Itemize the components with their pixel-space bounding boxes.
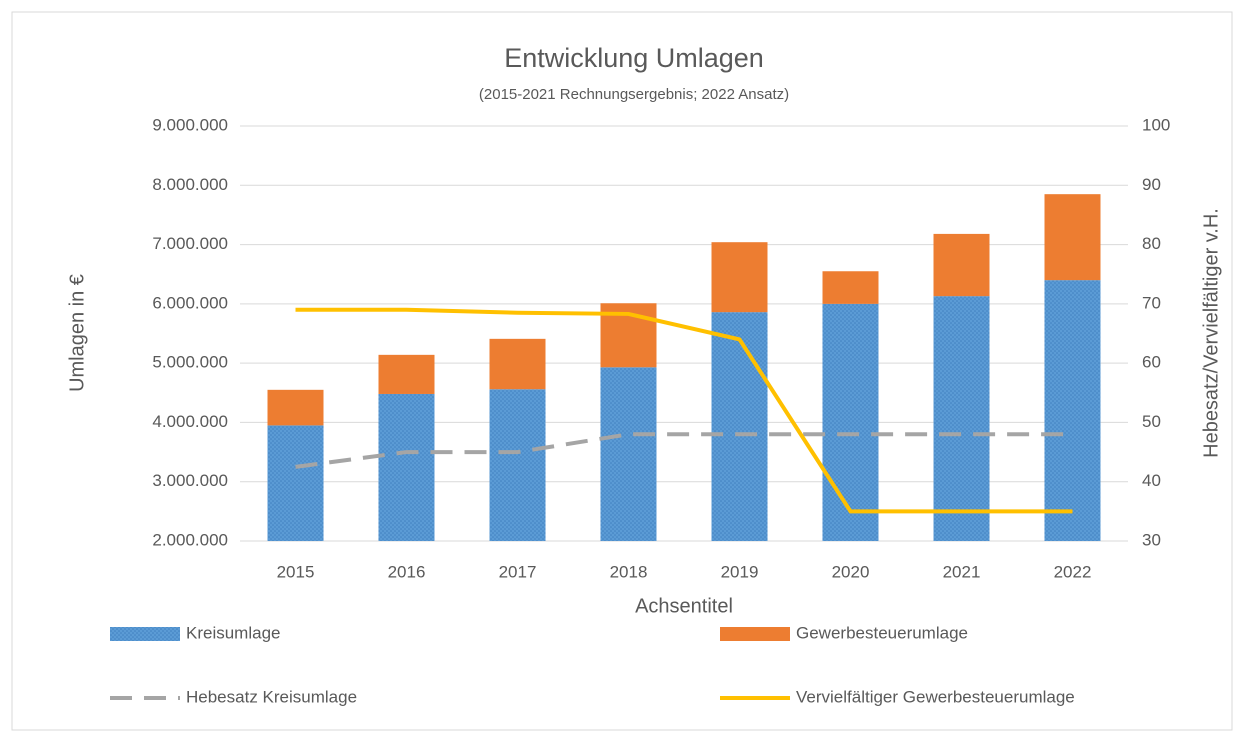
y-tick-label: 4.000.000 [152, 412, 228, 431]
bar [822, 271, 879, 304]
x-axis-title: Achsentitel [635, 595, 733, 617]
y-tick-label: 7.000.000 [152, 234, 228, 253]
y-axis-title: Umlagen in € [66, 274, 88, 392]
line [295, 307, 1073, 514]
legend-label: Gewerbesteuerumlage [796, 623, 968, 642]
legend-label: Kreisumlage [186, 623, 281, 642]
y2-axis-title: Hebesatz/Vervielfältiger v.H. [1200, 208, 1222, 458]
chart-title: Entwicklung Umlagen [504, 43, 764, 73]
bar [267, 389, 324, 426]
legend-label: Hebesatz Kreisumlage [186, 687, 357, 706]
legend-swatch [720, 627, 790, 641]
bar [600, 367, 657, 541]
x-tick-label: 2021 [943, 562, 981, 581]
bar [933, 233, 990, 297]
y2-tick-label: 70 [1142, 293, 1161, 312]
bar [1044, 280, 1101, 541]
legend-swatch [110, 627, 180, 641]
bar [711, 242, 768, 313]
bar [933, 296, 990, 541]
bar [489, 338, 546, 390]
x-tick-label: 2015 [277, 562, 315, 581]
bar [822, 303, 879, 541]
y2-tick-label: 100 [1142, 115, 1170, 134]
bar [378, 393, 435, 541]
x-tick-label: 2018 [610, 562, 648, 581]
y2-tick-label: 40 [1142, 471, 1161, 490]
y2-tick-label: 30 [1142, 530, 1161, 549]
bar [378, 354, 435, 394]
chart-subtitle: (2015-2021 Rechnungsergebnis; 2022 Ansat… [479, 86, 789, 103]
bar [267, 425, 324, 541]
x-tick-label: 2022 [1054, 562, 1092, 581]
x-tick-label: 2020 [832, 562, 870, 581]
y2-tick-label: 50 [1142, 412, 1161, 431]
y-tick-label: 5.000.000 [152, 353, 228, 372]
x-tick-label: 2017 [499, 562, 537, 581]
x-tick-label: 2019 [721, 562, 759, 581]
y2-tick-label: 90 [1142, 175, 1161, 194]
bar [489, 389, 546, 541]
y2-tick-label: 80 [1142, 234, 1161, 253]
y-tick-label: 9.000.000 [152, 115, 228, 134]
y-tick-label: 3.000.000 [152, 471, 228, 490]
legend-label: Vervielfältiger Gewerbesteuerumlage [796, 687, 1075, 706]
y-tick-label: 6.000.000 [152, 293, 228, 312]
y-tick-label: 8.000.000 [152, 175, 228, 194]
bar [1044, 194, 1101, 281]
x-tick-label: 2016 [388, 562, 426, 581]
y2-tick-label: 60 [1142, 353, 1161, 372]
line [295, 432, 1073, 469]
bar [711, 312, 768, 541]
y-tick-label: 2.000.000 [152, 530, 228, 549]
